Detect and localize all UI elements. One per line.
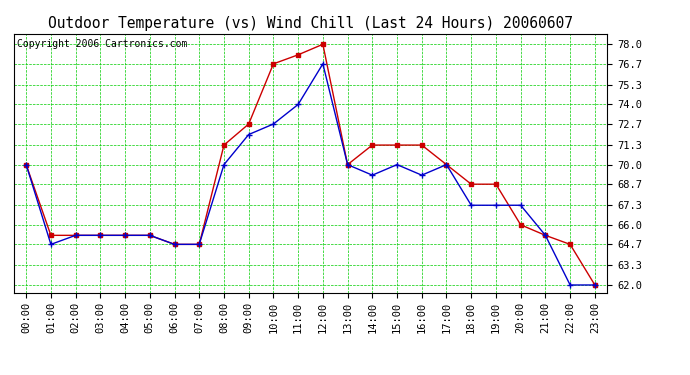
Text: Copyright 2006 Cartronics.com: Copyright 2006 Cartronics.com bbox=[17, 39, 187, 49]
Title: Outdoor Temperature (vs) Wind Chill (Last 24 Hours) 20060607: Outdoor Temperature (vs) Wind Chill (Las… bbox=[48, 16, 573, 31]
